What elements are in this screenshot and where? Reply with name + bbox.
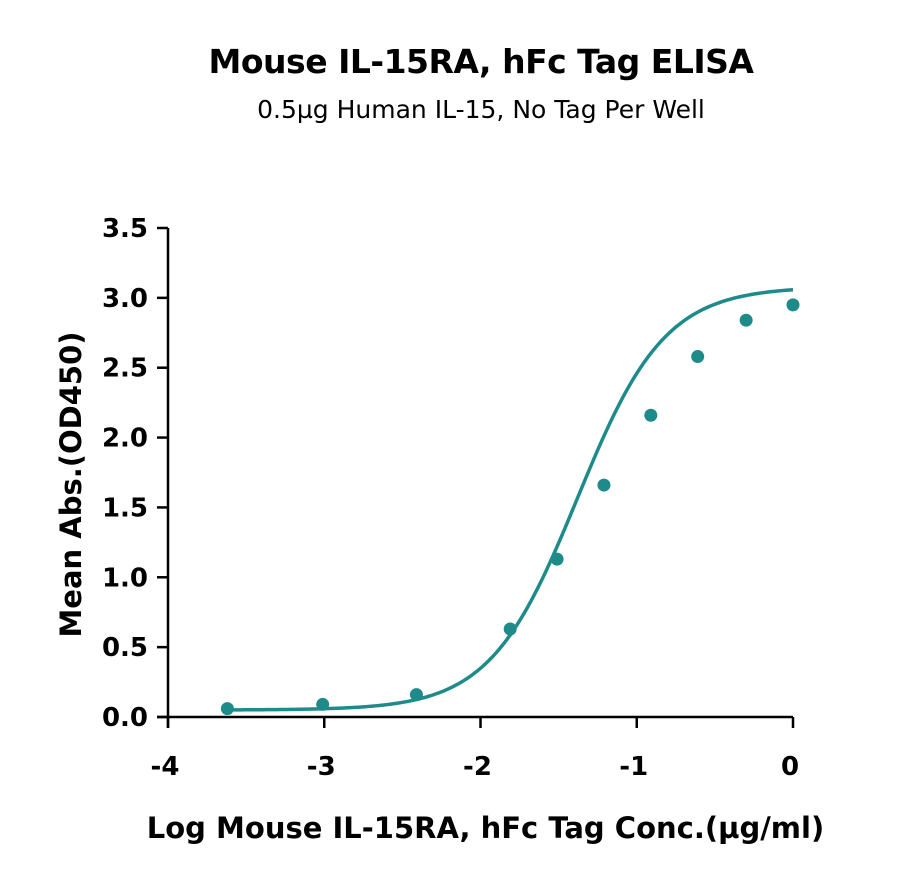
data-point: [409, 688, 423, 702]
y-tick-label: 0.0: [102, 703, 148, 733]
y-tick-label: 1.5: [102, 493, 148, 523]
x-tick-label: -2: [463, 752, 492, 782]
chart-title: Mouse IL-15RA, hFc Tag ELISA: [208, 42, 754, 81]
data-point: [644, 408, 658, 422]
chart-axes: 0.0 0.5 1.0 1.5 2.0 2.5 3.0 3.5 -4 -3 -2 -1 0 Log Mou…: [54, 214, 824, 845]
x-tick-label: -3: [307, 752, 336, 782]
y-tick-label: 0.5: [102, 633, 148, 663]
x-tick-label: 0: [781, 752, 799, 782]
data-point: [691, 350, 705, 364]
fit-curve-layer: [227, 287, 794, 712]
fit-curve: [227, 287, 794, 712]
data-point: [786, 298, 800, 312]
x-tick-label: -1: [619, 752, 648, 782]
x-tick-label: -4: [151, 752, 180, 782]
data-points-layer: [220, 298, 800, 716]
chart-subtitle: 0.5µg Human IL-15, No Tag Per Well: [257, 95, 705, 124]
y-tick-label: 3.0: [102, 284, 148, 314]
y-tick-label: 3.5: [102, 214, 148, 244]
data-point: [220, 702, 234, 716]
data-point: [550, 552, 564, 566]
data-point: [503, 622, 517, 636]
x-axis-title: Log Mouse IL-15RA, hFc Tag Conc.(µg/ml): [147, 811, 824, 845]
y-tick-label: 1.0: [102, 563, 148, 593]
data-point: [597, 478, 611, 492]
y-tick-label: 2.0: [102, 424, 148, 454]
y-axis-title: Mean Abs.(OD450): [54, 331, 88, 637]
y-tick-label: 2.5: [102, 354, 148, 384]
data-point: [739, 313, 753, 327]
data-point: [316, 697, 330, 711]
